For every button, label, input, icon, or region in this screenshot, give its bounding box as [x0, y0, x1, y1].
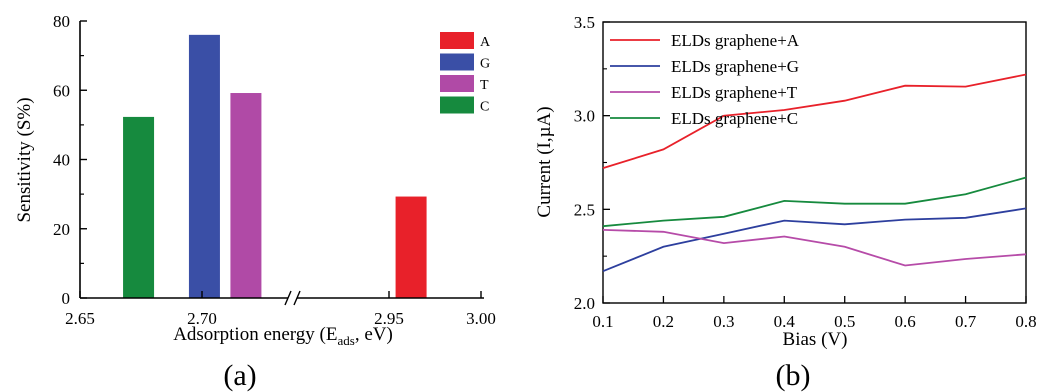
legend-label-G: ELDs graphene+G [671, 57, 799, 76]
y-tick-label: 2.5 [574, 200, 595, 219]
bar-A [395, 196, 427, 298]
legend-swatch-G [440, 53, 474, 71]
x-tick-label: 0.3 [713, 312, 734, 331]
x-tick-label: 2.70 [187, 309, 217, 328]
x-tick-label: 0.4 [774, 312, 796, 331]
series-line-G [602, 207, 1027, 273]
x-tick-label: 3.00 [466, 309, 496, 328]
x-axis-label: Adsorption energy (Eads, eV) [173, 324, 393, 348]
x-tick-label: 0.1 [592, 312, 613, 331]
x-tick-label: 0.7 [955, 312, 977, 331]
x-axis-label: Bias (V) [783, 329, 848, 350]
y-axis-label: Current (I,µA) [534, 106, 555, 217]
legend-label-C: C [480, 100, 489, 115]
x-tick-label: 0.2 [653, 312, 674, 331]
y-tick-label: 80 [53, 12, 70, 31]
bar-T [230, 93, 262, 299]
legend-swatch-A [440, 32, 474, 49]
y-tick-label: 2.0 [574, 294, 595, 313]
y-tick-label: 40 [53, 151, 70, 170]
legend-label-T: T [480, 78, 489, 93]
legend-label-T: ELDs graphene+T [671, 83, 798, 102]
y-ticks: 0 20 40 60 80 [53, 12, 87, 308]
legend-label-A: A [480, 35, 491, 50]
series-line-A [602, 73, 1027, 169]
series-line-C [602, 176, 1027, 228]
panel-label-a: (a) [223, 359, 256, 392]
x-ticks: 2.65 2.70 2.95 3.00 [65, 291, 496, 328]
bar-group [123, 34, 427, 299]
bar-G [188, 34, 220, 298]
x-ticks: 0.1 0.2 0.3 0.4 0.5 0.6 0.7 0.8 [592, 296, 1037, 331]
bar-C [123, 116, 155, 298]
current-line-chart: ELDs graphene+A ELDs graphene+G ELDs graph… [534, 13, 1037, 392]
legend-swatch-C [440, 96, 474, 114]
y-axis-label: Sensitivity (S%) [14, 97, 35, 222]
panel-label-b: (b) [776, 359, 811, 392]
x-tick-label: 2.95 [374, 309, 404, 328]
x-tick-label: 0.6 [895, 312, 916, 331]
x-axis-label-main: Adsorption energy (E [173, 324, 337, 345]
axis-break-marker [284, 290, 301, 306]
y-tick-label: 60 [53, 81, 70, 100]
x-tick-label: 2.65 [65, 309, 95, 328]
y-tick-label: 3.5 [574, 13, 595, 32]
series-line-T [602, 229, 1027, 267]
x-tick-label: 0.5 [834, 312, 855, 331]
legend: ELDs graphene+A ELDs graphene+G ELDs graph… [610, 31, 800, 128]
x-axis-label-tail: , eV) [355, 324, 393, 345]
y-ticks: 2.0 2.5 3.0 3.5 [574, 13, 610, 313]
legend-label-G: G [480, 57, 490, 72]
y-tick-label: 3.0 [574, 107, 595, 126]
y-tick-label: 0 [62, 289, 71, 308]
x-tick-label: 0.8 [1015, 312, 1036, 331]
x-axis-label-subscript: ads [337, 333, 354, 348]
series-lines [602, 73, 1027, 273]
legend-label-C: ELDs graphene+C [671, 109, 798, 128]
legend-swatch-T [440, 75, 474, 92]
legend-label-A: ELDs graphene+A [671, 31, 800, 50]
y-tick-label: 20 [53, 220, 70, 239]
plot-frame [602, 21, 1027, 304]
